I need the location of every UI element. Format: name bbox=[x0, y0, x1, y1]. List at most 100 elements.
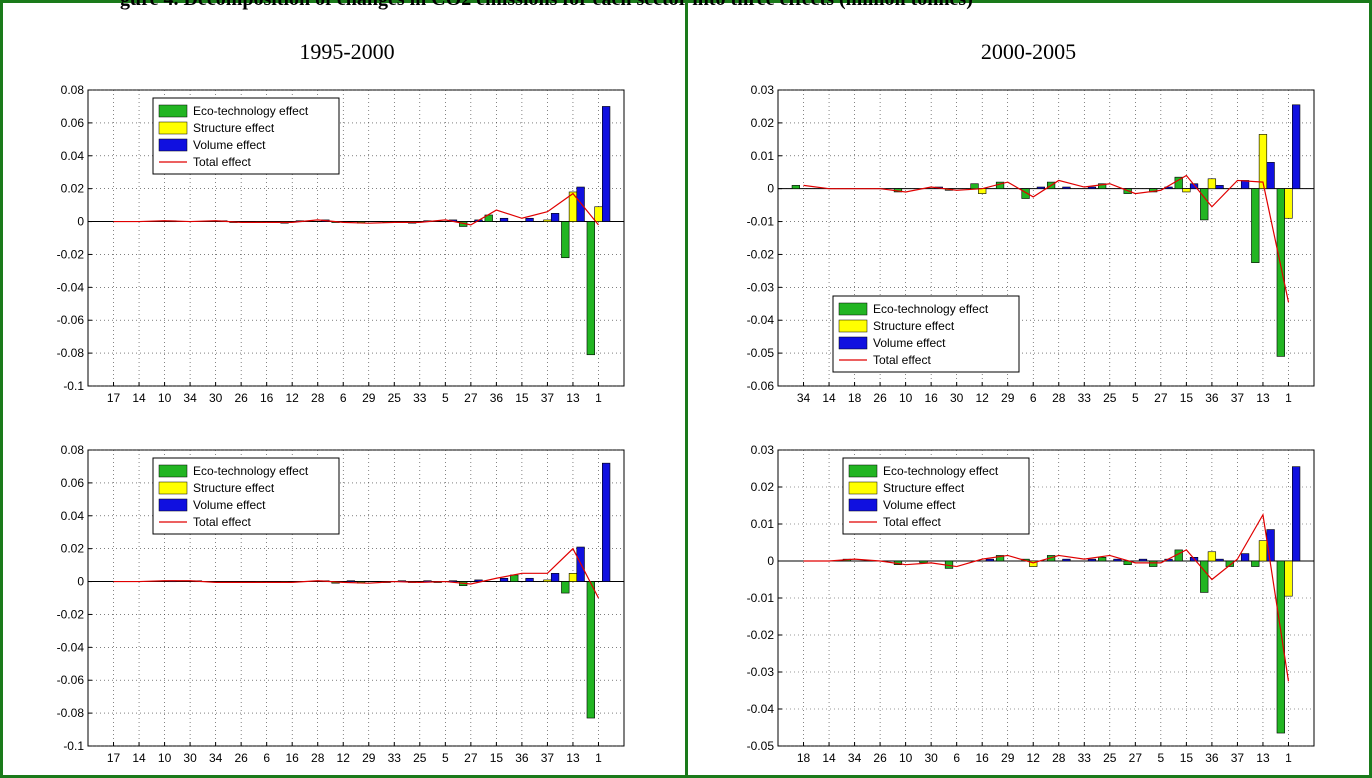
legend-label: Total effect bbox=[193, 155, 251, 169]
eco-legend-swatch bbox=[158, 104, 188, 118]
x-tick-label: 30 bbox=[950, 391, 964, 405]
x-tick-label: 25 bbox=[1103, 751, 1117, 765]
legend-box bbox=[832, 295, 1020, 373]
y-tick-label: -0.06 bbox=[57, 313, 85, 327]
total-effect-line bbox=[113, 547, 600, 599]
x-tick-label: 36 bbox=[515, 751, 529, 765]
volume-bar bbox=[1266, 162, 1275, 189]
legend: Eco-technology effect Structure effect Vol… bbox=[832, 295, 1020, 373]
volume-bar bbox=[1062, 558, 1071, 562]
x-tick-label: 29 bbox=[1001, 751, 1015, 765]
eco-bar bbox=[1021, 188, 1030, 199]
structure-legend-swatch bbox=[838, 319, 868, 333]
legend-label: Volume effect bbox=[193, 498, 266, 512]
x-tick-label: 28 bbox=[311, 391, 325, 405]
x-tick-label: 34 bbox=[848, 751, 862, 765]
x-tick-label: 27 bbox=[464, 391, 478, 405]
structure-bar bbox=[543, 219, 552, 222]
eco-bar bbox=[1174, 176, 1183, 189]
volume-bar bbox=[602, 106, 611, 222]
x-tick-label: 18 bbox=[797, 751, 811, 765]
x-tick-label: 18 bbox=[848, 391, 862, 405]
volume-bar bbox=[985, 558, 994, 562]
y-tick-label: 0.02 bbox=[751, 480, 775, 494]
eco-bar bbox=[586, 581, 595, 719]
y-tick-label: -0.06 bbox=[747, 379, 775, 393]
volume-legend-swatch bbox=[838, 336, 868, 350]
x-tick-label: 5 bbox=[442, 751, 449, 765]
x-tick-label: 15 bbox=[515, 391, 529, 405]
x-tick-label: 26 bbox=[234, 391, 248, 405]
x-tick-label: 28 bbox=[311, 751, 325, 765]
y-tick-label: -0.02 bbox=[57, 247, 85, 261]
x-tick-label: 30 bbox=[183, 751, 197, 765]
x-tick-label: 33 bbox=[1078, 391, 1092, 405]
eco-bar bbox=[919, 560, 928, 564]
legend: Eco-technology effect Structure effect Vol… bbox=[152, 457, 340, 535]
volume-bar bbox=[1189, 183, 1199, 189]
x-tick-label: 34 bbox=[797, 391, 811, 405]
y-tick-label: 0 bbox=[77, 215, 84, 229]
volume-bar bbox=[1087, 558, 1097, 562]
eco-bar bbox=[970, 183, 979, 189]
y-tick-label: -0.1 bbox=[63, 379, 84, 393]
y-tick-label: -0.02 bbox=[747, 247, 775, 261]
y-tick-label: -0.08 bbox=[57, 346, 85, 360]
x-tick-label: 30 bbox=[209, 391, 223, 405]
legend-label: Volume effect bbox=[883, 498, 956, 512]
x-tick-label: 10 bbox=[158, 391, 172, 405]
legend: Eco-technology effect Structure effect Vol… bbox=[152, 97, 340, 175]
legend-label: Volume effect bbox=[873, 336, 946, 350]
x-tick-label: 10 bbox=[899, 391, 913, 405]
legend-label: Structure effect bbox=[193, 121, 275, 135]
x-tick-label: 16 bbox=[260, 391, 274, 405]
x-tick-label: 34 bbox=[209, 751, 223, 765]
structure-bar bbox=[1284, 560, 1293, 597]
x-tick-label: 33 bbox=[1078, 751, 1092, 765]
y-tick-label: -0.04 bbox=[747, 313, 775, 327]
chart-2000-2005-bottom: -0.05 -0.04 -0.03 -0.02 -0.01 0 0.01 0.02 0.03 18… bbox=[747, 443, 1315, 765]
structure-bar bbox=[1207, 551, 1217, 562]
x-tick-label: 36 bbox=[1205, 751, 1219, 765]
x-tick-label: 37 bbox=[1231, 391, 1245, 405]
volume-bar bbox=[346, 580, 356, 583]
eco-bar bbox=[586, 221, 595, 356]
x-tick-label: 26 bbox=[873, 391, 887, 405]
y-tick-label: -0.03 bbox=[747, 665, 775, 679]
eco-legend-swatch bbox=[848, 464, 878, 478]
volume-bar bbox=[525, 577, 534, 582]
y-tick-label: -0.02 bbox=[57, 607, 85, 621]
legend-label: Eco-technology effect bbox=[193, 104, 309, 118]
period-title-left: 1995-2000 bbox=[299, 39, 395, 64]
chart-2000-2005-top: -0.06 -0.05 -0.04 -0.03 -0.02 -0.01 0 0.01 0.02 0… bbox=[747, 83, 1315, 405]
x-tick-label: 1 bbox=[1285, 751, 1292, 765]
legend-label: Structure effect bbox=[193, 481, 275, 495]
x-tick-label: 10 bbox=[158, 751, 172, 765]
structure-bar bbox=[1207, 178, 1217, 189]
eco-bar bbox=[561, 221, 570, 259]
x-tick-label: 25 bbox=[1103, 391, 1117, 405]
x-tick-label: 12 bbox=[1027, 751, 1041, 765]
y-tick-label: -0.08 bbox=[57, 706, 85, 720]
x-tick-label: 13 bbox=[566, 391, 580, 405]
volume-bar bbox=[474, 579, 483, 582]
total-effect-line bbox=[803, 174, 1290, 303]
legend-label: Total effect bbox=[883, 515, 941, 529]
structure-bar bbox=[594, 206, 603, 222]
volume-bar bbox=[1215, 558, 1224, 562]
volume-legend-swatch bbox=[848, 498, 878, 512]
y-tick-label: 0 bbox=[77, 575, 84, 589]
y-tick-label: -0.05 bbox=[747, 739, 775, 753]
x-tick-label: 13 bbox=[1256, 391, 1270, 405]
eco-bar bbox=[510, 574, 519, 582]
chart-1995-2000-bottom: -0.1 -0.08 -0.06 -0.04 -0.02 0 0.02 0.04 0.06 0.0… bbox=[57, 443, 625, 765]
legend-label: Eco-technology effect bbox=[193, 464, 309, 478]
y-tick-label: -0.04 bbox=[57, 280, 85, 294]
volume-bar bbox=[1215, 185, 1224, 189]
y-tick-label: 0.08 bbox=[61, 443, 85, 457]
y-tick-label: -0.05 bbox=[747, 346, 775, 360]
x-tick-label: 17 bbox=[107, 751, 121, 765]
structure-legend-swatch bbox=[158, 481, 188, 495]
y-tick-label: 0 bbox=[767, 554, 774, 568]
y-tick-label: 0.04 bbox=[61, 149, 85, 163]
